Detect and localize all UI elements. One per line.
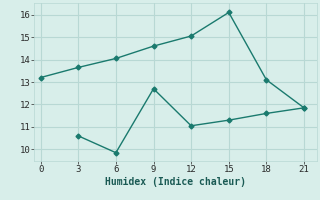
X-axis label: Humidex (Indice chaleur): Humidex (Indice chaleur) — [105, 176, 246, 187]
